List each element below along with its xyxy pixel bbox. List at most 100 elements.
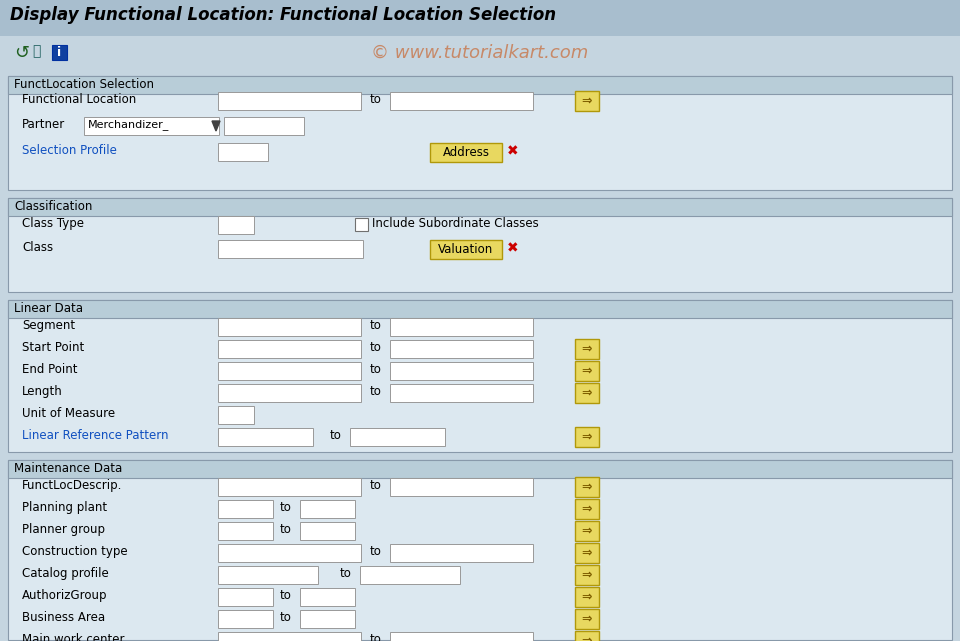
Text: ✖: ✖ <box>507 241 518 255</box>
Text: ⇒: ⇒ <box>582 613 592 626</box>
Text: ⇒: ⇒ <box>582 524 592 538</box>
Text: Catalog profile: Catalog profile <box>22 567 108 580</box>
FancyBboxPatch shape <box>575 609 599 629</box>
Text: FunctLocDescrip.: FunctLocDescrip. <box>22 479 122 492</box>
FancyBboxPatch shape <box>218 406 254 424</box>
FancyBboxPatch shape <box>390 632 533 641</box>
Text: End Point: End Point <box>22 363 78 376</box>
FancyBboxPatch shape <box>218 216 254 234</box>
Text: Display Functional Location: Functional Location Selection: Display Functional Location: Functional … <box>10 6 556 24</box>
Text: to: to <box>370 479 382 492</box>
FancyBboxPatch shape <box>390 340 533 358</box>
FancyBboxPatch shape <box>575 91 599 111</box>
Text: to: to <box>370 319 382 332</box>
Text: ⇒: ⇒ <box>582 431 592 444</box>
FancyBboxPatch shape <box>575 361 599 381</box>
FancyBboxPatch shape <box>218 92 361 110</box>
FancyBboxPatch shape <box>575 477 599 497</box>
Text: Planner group: Planner group <box>22 523 105 536</box>
FancyBboxPatch shape <box>218 588 273 606</box>
Text: Segment: Segment <box>22 319 75 332</box>
Text: Business Area: Business Area <box>22 611 106 624</box>
Text: ↺: ↺ <box>14 44 29 62</box>
FancyBboxPatch shape <box>84 117 219 135</box>
Text: to: to <box>280 523 292 536</box>
Text: to: to <box>370 341 382 354</box>
FancyBboxPatch shape <box>390 318 533 336</box>
FancyBboxPatch shape <box>218 522 273 540</box>
FancyBboxPatch shape <box>8 76 952 190</box>
FancyBboxPatch shape <box>390 478 533 496</box>
Text: Merchandizer_: Merchandizer_ <box>88 119 169 130</box>
Text: to: to <box>280 611 292 624</box>
Text: Length: Length <box>22 385 62 398</box>
FancyBboxPatch shape <box>575 631 599 641</box>
FancyBboxPatch shape <box>390 384 533 402</box>
FancyBboxPatch shape <box>52 45 67 60</box>
FancyBboxPatch shape <box>224 117 304 135</box>
Text: ⇒: ⇒ <box>582 569 592 581</box>
FancyBboxPatch shape <box>575 565 599 585</box>
Text: Start Point: Start Point <box>22 341 84 354</box>
FancyBboxPatch shape <box>300 610 355 628</box>
FancyBboxPatch shape <box>0 36 960 74</box>
Text: ⇒: ⇒ <box>582 503 592 515</box>
FancyBboxPatch shape <box>390 92 533 110</box>
FancyBboxPatch shape <box>8 300 952 452</box>
Text: i: i <box>57 46 61 59</box>
FancyBboxPatch shape <box>300 588 355 606</box>
FancyBboxPatch shape <box>8 460 952 478</box>
Text: Class: Class <box>22 241 53 254</box>
Polygon shape <box>212 121 220 131</box>
FancyBboxPatch shape <box>575 427 599 447</box>
Text: Class Type: Class Type <box>22 217 84 230</box>
FancyBboxPatch shape <box>218 566 318 584</box>
FancyBboxPatch shape <box>430 143 502 162</box>
Text: Unit of Measure: Unit of Measure <box>22 407 115 420</box>
FancyBboxPatch shape <box>218 340 361 358</box>
Text: ⇒: ⇒ <box>582 94 592 108</box>
Text: ⇒: ⇒ <box>582 365 592 378</box>
FancyBboxPatch shape <box>300 522 355 540</box>
FancyBboxPatch shape <box>218 544 361 562</box>
Text: Include Subordinate Classes: Include Subordinate Classes <box>372 217 539 230</box>
FancyBboxPatch shape <box>390 544 533 562</box>
FancyBboxPatch shape <box>575 383 599 403</box>
Text: Construction type: Construction type <box>22 545 128 558</box>
FancyBboxPatch shape <box>355 218 368 231</box>
Text: ⇒: ⇒ <box>582 342 592 356</box>
FancyBboxPatch shape <box>8 300 952 318</box>
FancyBboxPatch shape <box>218 478 361 496</box>
Text: ⇒: ⇒ <box>582 590 592 603</box>
FancyBboxPatch shape <box>575 587 599 607</box>
FancyBboxPatch shape <box>8 460 952 640</box>
Text: ✖: ✖ <box>507 144 518 158</box>
Text: Address: Address <box>443 146 490 159</box>
Text: Functional Location: Functional Location <box>22 93 136 106</box>
Text: to: to <box>370 385 382 398</box>
Text: Classification: Classification <box>14 200 92 213</box>
FancyBboxPatch shape <box>218 500 273 518</box>
FancyBboxPatch shape <box>8 198 952 216</box>
FancyBboxPatch shape <box>300 500 355 518</box>
Text: ⇒: ⇒ <box>582 387 592 399</box>
FancyBboxPatch shape <box>218 428 313 446</box>
FancyBboxPatch shape <box>218 240 363 258</box>
Text: ⇒: ⇒ <box>582 547 592 560</box>
Text: to: to <box>370 93 382 106</box>
FancyBboxPatch shape <box>218 384 361 402</box>
FancyBboxPatch shape <box>218 632 361 641</box>
FancyBboxPatch shape <box>350 428 445 446</box>
FancyBboxPatch shape <box>218 362 361 380</box>
Text: © www.tutorialkart.com: © www.tutorialkart.com <box>372 44 588 62</box>
FancyBboxPatch shape <box>575 543 599 563</box>
FancyBboxPatch shape <box>430 240 502 259</box>
Text: to: to <box>280 589 292 602</box>
Text: Planning plant: Planning plant <box>22 501 108 514</box>
FancyBboxPatch shape <box>575 499 599 519</box>
Text: Selection Profile: Selection Profile <box>22 144 117 157</box>
FancyBboxPatch shape <box>575 339 599 359</box>
Text: ⬜: ⬜ <box>32 44 40 58</box>
Text: Valuation: Valuation <box>439 243 493 256</box>
FancyBboxPatch shape <box>8 198 952 292</box>
